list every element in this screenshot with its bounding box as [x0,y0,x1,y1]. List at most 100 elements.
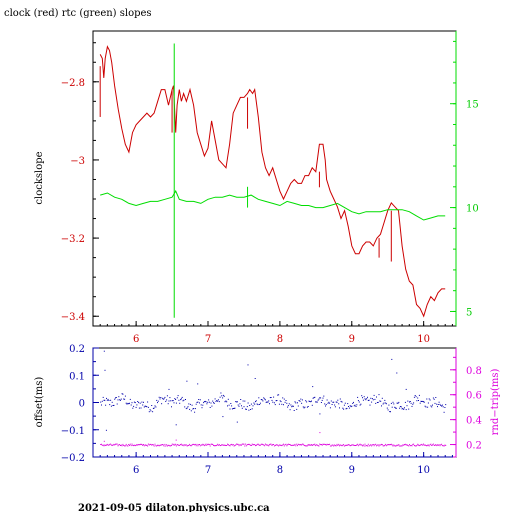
bottom-series-1-point [297,443,299,445]
bottom-series-1-point [197,445,199,447]
bottom-series-0-point [349,405,351,407]
bottom-series-1-point [248,443,250,445]
bottom-series-0-point [128,403,130,405]
bottom-series-0-point [409,401,410,403]
bottom-series-0-point [351,405,353,407]
bottom-series-1-point [310,444,312,446]
bottom-series-0-point [272,401,274,403]
bottom-series-0-point [420,400,422,402]
bottom-series-0-point [217,400,219,402]
bottom-series-1-point [387,444,389,446]
bottom-series-0-point [353,405,355,407]
bottom-series-1-point [165,445,167,447]
bottom-series-1-point [409,445,411,447]
bottom-series-1-outlier-1 [175,439,177,441]
bottom-series-1-point [153,445,155,447]
bottom-series-0-point [119,399,121,401]
bottom-series-1-point [261,443,263,445]
bottom-series-1-point [203,445,205,447]
top-x-tick-label-1: 7 [205,334,211,345]
bottom-series-1-point [272,444,274,445]
bottom-series-0-point [361,395,363,397]
bottom-series-0-point [266,401,268,403]
bottom-series-0-point [189,403,191,405]
bottom-series-1-point [362,444,364,446]
bottom-series-0-point [278,394,280,396]
bottom-series-0-point [443,411,445,413]
bottom-series-1-point [206,443,208,445]
bottom-series-1-point [287,444,289,446]
bottom-series-0-point [191,404,193,406]
bottom-series-0-point [179,402,181,404]
bottom-series-1-point [161,444,163,446]
bottom-series-1-point [134,445,136,447]
bottom-series-0-point [418,400,419,401]
bottom-series-0-point [339,398,341,400]
bottom-series-1-point [279,444,281,446]
bottom-series-0-point [164,396,166,398]
bottom-series-0-point [301,399,303,401]
bottom-series-0-point [317,399,319,401]
bottom-series-0-point [328,401,330,403]
bottom-series-1-point [222,444,224,446]
bottom-series-0-point [109,404,111,406]
bottom-series-0-point [205,401,207,403]
bottom-series-0-point [223,395,225,397]
bottom-series-0-point [280,401,282,403]
bottom-series-0-point [432,404,433,406]
bottom-series-0-point [346,407,348,409]
bottom-series-1-point [203,444,205,446]
bottom-series-0-point [327,402,329,404]
bottom-series-1-point [227,443,228,445]
bottom-series-0-point [342,407,344,409]
bottom-series-1-point [419,444,421,446]
bottom-series-0-point [295,402,297,404]
bottom-series-0-point [306,401,308,403]
bottom-series-1-point [331,444,333,446]
bottom-series-1-point [130,445,132,447]
bottom-series-1-point [429,444,431,446]
bottom-series-0-point [311,400,312,402]
bottom-series-1-point [225,445,227,446]
bottom-series-1-point [375,443,377,445]
bottom-series-1-point [339,445,340,447]
bottom-series-0-outlier-6 [197,383,199,385]
bottom-series-0-point [169,397,171,399]
bottom-series-0-point [320,402,322,403]
bottom-series-0-point [293,410,295,411]
bottom-series-1-point [171,443,173,445]
bottom-series-0-point [200,404,202,406]
bottom-series-0-point [267,401,269,403]
bottom-series-1-point [169,445,171,447]
bottom-series-0-point [364,398,366,400]
bottom-series-1-point [208,443,210,445]
bottom-series-1-point [178,444,180,446]
bottom-series-1-point [385,445,387,447]
bottom-series-1-point [207,444,209,446]
bottom-series-1-point [113,443,115,445]
bottom-series-0-point [199,402,200,404]
bottom-series-1-point [136,444,138,446]
bottom-series-1-point [337,445,339,446]
bottom-series-1-point [359,443,361,445]
bottom-series-0-point [201,407,203,409]
bottom-axes-group: 6 7 8 9 10 0.2 0.1 0 −0.1 −0.2 0.2 0.4 0.6 0.8 [61,344,482,476]
bottom-series-1-point [118,444,120,446]
bottom-series-0-point [408,408,410,410]
bottom-series-1-point [202,443,204,445]
bottom-series-1-point [443,445,445,447]
bottom-series-1-point [273,445,275,447]
bottom-series-1-point [220,445,222,446]
bottom-series-1-point [138,444,140,446]
bottom-series-0-point [390,402,392,404]
bottom-series-1-point [442,445,444,447]
bottom-series-0-point [442,406,444,408]
bottom-series-0-point [424,405,426,407]
bottom-y-right-tick-label-0: 0.2 [466,441,482,452]
bottom-series-1-point [266,444,268,446]
bottom-series-0-point [252,405,254,407]
bottom-series-0-point [347,403,349,405]
bottom-series-0-point [104,399,106,401]
bottom-series-1-point [378,445,380,447]
bottom-series-0-point [133,405,135,407]
